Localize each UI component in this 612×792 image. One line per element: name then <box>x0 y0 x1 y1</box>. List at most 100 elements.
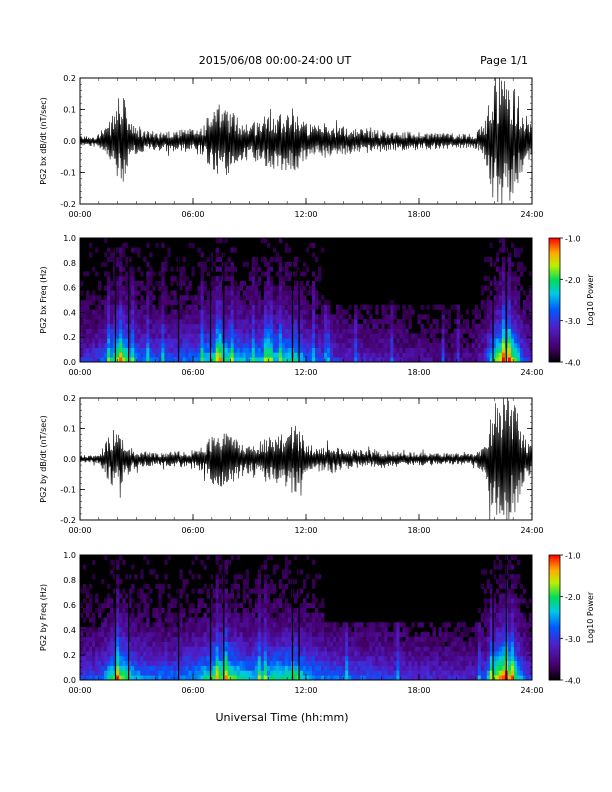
spectrogram-cell <box>498 290 503 296</box>
spectrogram-cell <box>194 655 198 662</box>
spectrogram-cell <box>167 319 171 325</box>
spectrogram-cell <box>224 304 228 310</box>
spectrogram-cell <box>369 636 373 642</box>
figure-title: 2015/06/08 00:00-24:00 UT <box>199 54 352 67</box>
spectrogram-cell <box>113 257 117 263</box>
spectrogram-cell <box>309 665 313 671</box>
spectrogram-cell <box>471 338 476 344</box>
spectrogram-cell <box>95 347 99 353</box>
spectrogram-cell <box>170 670 174 676</box>
spectrogram-cell <box>203 622 207 628</box>
spectrogram-cell <box>269 338 274 344</box>
spectrogram-cell <box>272 607 277 613</box>
spectrogram-cell <box>417 342 421 348</box>
spectrogram-cell <box>369 627 373 633</box>
spectrogram-cell <box>324 333 328 339</box>
spectrogram-cell <box>152 338 156 344</box>
spectrogram-cell <box>299 295 304 301</box>
spectrogram-cell <box>372 622 376 628</box>
spectrogram-cell <box>477 675 482 681</box>
spectrogram-cell <box>438 675 442 681</box>
spectrogram-cell <box>254 261 259 267</box>
spectrogram-cell <box>125 603 129 609</box>
spectrogram-cell <box>260 646 265 652</box>
spectrogram-cell <box>513 323 518 329</box>
spectrogram-cell <box>357 665 361 671</box>
spectrogram-cell <box>197 323 201 329</box>
spectrogram-cell <box>315 636 319 642</box>
spectrogram-cell <box>149 660 153 666</box>
spectrogram-cell <box>426 631 430 638</box>
spectrogram-cell <box>315 655 319 662</box>
spectrogram-cell <box>302 352 307 358</box>
spectrogram-cell <box>245 641 250 647</box>
spectrogram-cell <box>281 569 286 575</box>
spectrogram-cell <box>152 352 156 358</box>
data-gap-line <box>298 238 300 362</box>
spectrogram-cell <box>245 636 250 642</box>
spectrogram-cell <box>483 309 488 315</box>
spectrogram-cell <box>327 314 331 320</box>
spectrogram-cell <box>224 276 228 282</box>
spectrogram-cell <box>269 612 274 618</box>
spectrogram-cell <box>236 295 240 301</box>
spectrogram-cell <box>477 342 482 348</box>
spectrogram-cell <box>263 314 268 320</box>
colorbar-segment <box>549 337 560 340</box>
spectrogram-cell <box>113 323 117 329</box>
spectrogram-cell <box>239 670 244 676</box>
spectrogram-cell <box>345 309 349 315</box>
spectrogram-cell <box>92 266 96 272</box>
x-tick-label: 00:00 <box>68 526 91 535</box>
spectrogram-cell <box>501 574 506 580</box>
spectrogram-cell <box>284 266 289 272</box>
spectrogram-cell <box>486 314 491 320</box>
spectrogram-cell <box>227 352 231 358</box>
spectrogram-cell <box>215 579 219 585</box>
spectrogram-cell <box>263 588 268 594</box>
spectrogram-cell <box>405 641 409 647</box>
spectrogram-cell <box>516 347 521 353</box>
spectrogram-cell <box>299 569 304 575</box>
spectrogram-cell <box>209 314 213 320</box>
spectrogram-cell <box>519 352 524 358</box>
spectrogram-cell <box>218 622 222 628</box>
spectrogram-cell <box>411 641 415 647</box>
spectrogram-cell <box>516 328 521 334</box>
spectrogram-cell <box>321 617 325 623</box>
spectrogram-cell <box>245 655 250 662</box>
spectrogram-cell <box>149 646 153 652</box>
spectrogram-cell <box>227 314 231 320</box>
spectrogram-cell <box>200 588 204 594</box>
spectrogram-cell <box>116 660 120 666</box>
spectrogram-cell <box>354 323 358 329</box>
spectrogram-cell <box>128 304 132 310</box>
spectrogram-cell <box>293 257 298 263</box>
spectrogram-cell <box>164 257 168 263</box>
spectrogram-cell <box>269 631 274 638</box>
spectrogram-cell <box>233 655 237 662</box>
spectrogram-cell <box>170 612 174 618</box>
spectrogram-cell <box>194 675 198 681</box>
spectrogram-cell <box>269 641 274 647</box>
spectrogram-cell <box>495 285 500 291</box>
colorbar-segment <box>549 266 560 270</box>
spectrogram-cell <box>260 347 265 353</box>
spectrogram-cell <box>200 651 204 657</box>
spectrogram-cell <box>179 617 183 623</box>
spectrogram-cell <box>239 660 244 666</box>
spectrogram-cell <box>348 660 352 666</box>
spectrogram-cell <box>119 304 123 310</box>
spectrogram-cell <box>227 627 231 633</box>
spectrogram-cell <box>495 266 500 272</box>
spectrogram-cell <box>381 631 385 638</box>
spectrogram-cell <box>167 665 171 671</box>
spectrogram-cell <box>149 333 153 339</box>
spectrogram-cell <box>278 290 283 296</box>
spectrogram-cell <box>182 607 186 613</box>
spectrogram-cell <box>278 655 283 662</box>
spectrogram-cell <box>492 670 497 676</box>
spectrogram-cell <box>200 333 204 339</box>
spectrogram-cell <box>441 319 445 325</box>
spectrogram-cell <box>474 655 479 662</box>
